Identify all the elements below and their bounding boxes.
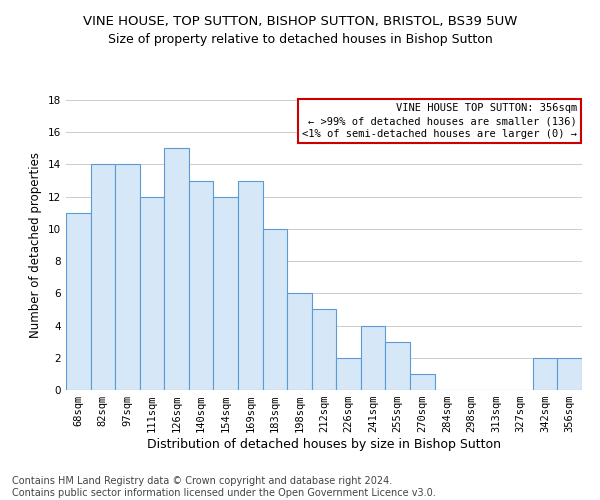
Bar xyxy=(164,148,189,390)
Bar xyxy=(312,310,336,390)
Y-axis label: Number of detached properties: Number of detached properties xyxy=(29,152,43,338)
Bar xyxy=(361,326,385,390)
Bar xyxy=(214,196,238,390)
Bar xyxy=(140,196,164,390)
Text: Contains HM Land Registry data © Crown copyright and database right 2024.
Contai: Contains HM Land Registry data © Crown c… xyxy=(12,476,436,498)
Text: VINE HOUSE, TOP SUTTON, BISHOP SUTTON, BRISTOL, BS39 5UW: VINE HOUSE, TOP SUTTON, BISHOP SUTTON, B… xyxy=(83,15,517,28)
Bar xyxy=(263,229,287,390)
Text: Size of property relative to detached houses in Bishop Sutton: Size of property relative to detached ho… xyxy=(107,32,493,46)
Bar xyxy=(66,213,91,390)
Bar xyxy=(115,164,140,390)
Bar xyxy=(336,358,361,390)
X-axis label: Distribution of detached houses by size in Bishop Sutton: Distribution of detached houses by size … xyxy=(147,438,501,451)
Bar xyxy=(533,358,557,390)
Bar xyxy=(410,374,434,390)
Bar xyxy=(91,164,115,390)
Bar xyxy=(385,342,410,390)
Text: VINE HOUSE TOP SUTTON: 356sqm
← >99% of detached houses are smaller (136)
<1% of: VINE HOUSE TOP SUTTON: 356sqm ← >99% of … xyxy=(302,103,577,140)
Bar xyxy=(287,294,312,390)
Bar xyxy=(557,358,582,390)
Bar xyxy=(238,180,263,390)
Bar xyxy=(189,180,214,390)
